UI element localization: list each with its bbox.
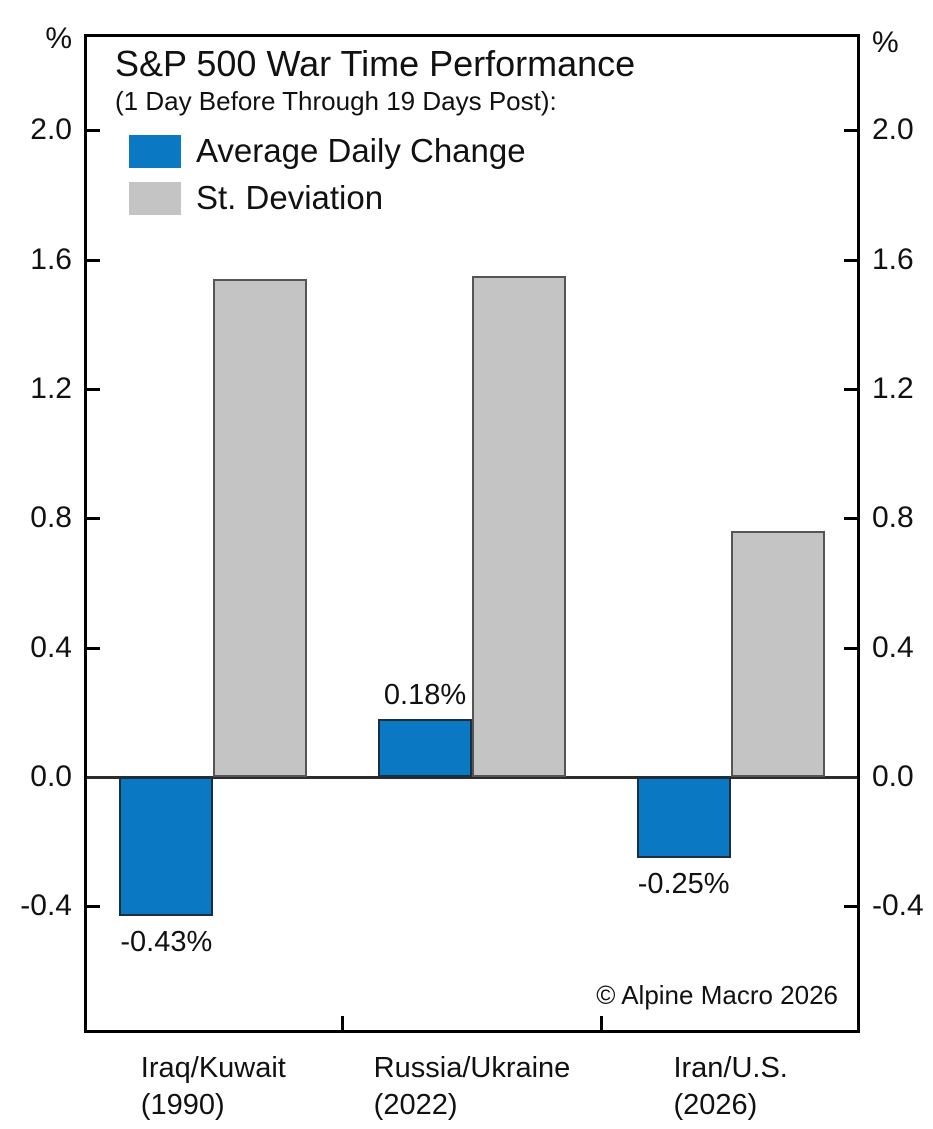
y-tick-label-left: 0.8: [30, 501, 72, 535]
chart-title: S&P 500 War Time Performance: [115, 43, 636, 84]
y-axis-unit-left: %: [45, 22, 72, 55]
legend: Average Daily Change St. Deviation: [129, 132, 526, 226]
y-tick-left: [87, 258, 100, 262]
y-tick-label-left: 0.4: [30, 630, 72, 664]
bar-st-deviation: [730, 531, 825, 777]
category-divider-tick: [599, 1016, 603, 1030]
y-tick-label-left: 1.6: [30, 242, 72, 276]
bar-value-label: -0.43%: [120, 926, 213, 959]
y-tick-left: [87, 517, 100, 521]
legend-label-st-deviation: St. Deviation: [196, 179, 384, 216]
category-divider-tick: [341, 1016, 345, 1030]
bar-average-daily-change: [636, 777, 731, 858]
y-tick-label-right: 1.6: [872, 242, 914, 276]
y-tick-label-left: -0.4: [20, 889, 72, 923]
bar-st-deviation: [213, 278, 308, 777]
legend-item-st-deviation: St. Deviation: [129, 179, 526, 217]
y-tick-right: [844, 129, 857, 133]
y-tick-label-right: 0.4: [872, 630, 914, 664]
y-tick-label-right: 2.0: [872, 113, 914, 147]
y-tick-label-right: -0.4: [872, 889, 924, 923]
x-category-label: Russia/Ukraine (2022): [373, 1052, 571, 1121]
x-category-label: Iran/U.S. (2026): [673, 1052, 788, 1121]
bar-average-daily-change: [378, 718, 472, 777]
bar-value-label: 0.18%: [383, 678, 467, 711]
y-tick-label-right: 0.8: [872, 501, 914, 535]
zero-baseline: [87, 775, 857, 779]
y-tick-right: [844, 517, 857, 521]
y-tick-right: [844, 905, 857, 909]
y-tick-right: [844, 646, 857, 650]
bar-st-deviation: [472, 275, 566, 777]
y-tick-label-left: 1.2: [30, 371, 72, 405]
bar-value-label: -0.25%: [637, 867, 730, 900]
y-tick-right: [844, 387, 857, 391]
y-tick-left: [87, 129, 100, 133]
x-category-label: Iraq/Kuwait (1990): [140, 1052, 286, 1121]
y-tick-label-left: 2.0: [30, 113, 72, 147]
chart-subtitle: (1 Day Before Through 19 Days Post):: [115, 86, 557, 116]
y-tick-right: [844, 258, 857, 262]
legend-label-average-daily-change: Average Daily Change: [196, 132, 526, 169]
y-tick-left: [87, 905, 100, 909]
bar-average-daily-change: [119, 777, 214, 917]
y-tick-label-right: 1.2: [872, 371, 914, 405]
y-tick-left: [87, 646, 100, 650]
y-tick-left: [87, 387, 100, 391]
y-axis-unit-right: %: [872, 26, 899, 59]
y-tick-label-right: 0.0: [872, 760, 914, 793]
legend-swatch-gray: [129, 181, 181, 215]
copyright-note: © Alpine Macro 2026: [596, 980, 838, 1010]
legend-item-average-daily-change: Average Daily Change: [129, 132, 526, 170]
y-tick-label-left: 0.0: [30, 760, 72, 793]
legend-swatch-blue: [129, 134, 181, 168]
